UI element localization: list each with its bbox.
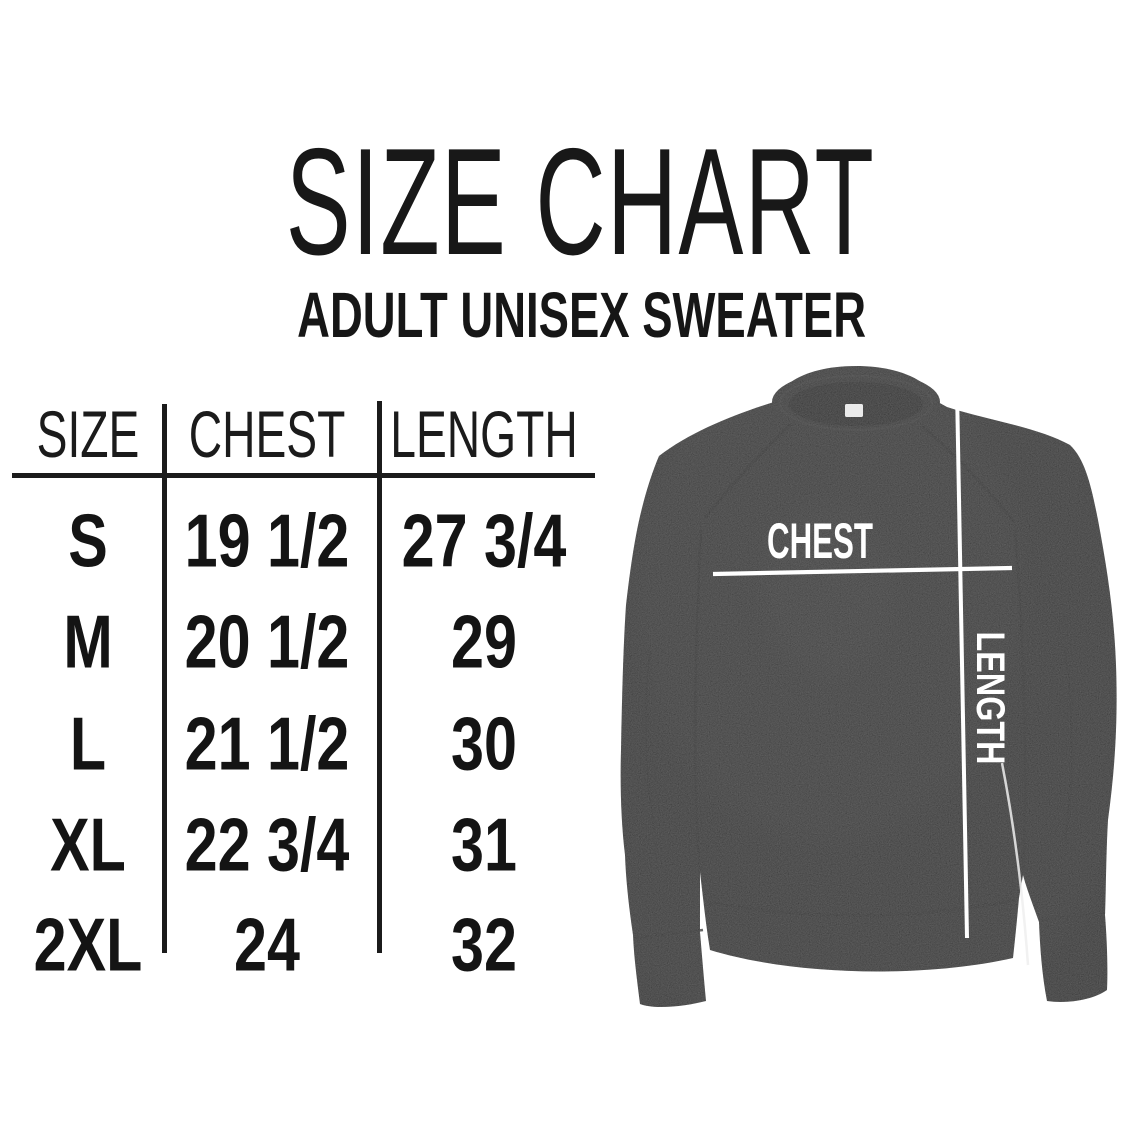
size-cell: M	[63, 599, 113, 684]
table-divider-horizontal	[12, 473, 595, 478]
size-cell: S	[68, 498, 108, 583]
length-cell: 32	[451, 902, 517, 987]
chest-label: CHEST	[767, 513, 873, 569]
length-cell: 27 3/4	[401, 498, 567, 583]
sleeve-seam-left	[693, 529, 703, 871]
sweater-silhouette	[620, 366, 1117, 1008]
sleeve-seam-right	[1013, 529, 1027, 871]
page-subtitle: ADULT UNISEX SWEATER	[297, 279, 867, 351]
sweater-garment	[620, 366, 1117, 1008]
chest-cell: 24	[234, 902, 300, 987]
table-divider-vertical-2	[377, 401, 382, 953]
sweater-photo: CHEST LENGTH	[620, 366, 1117, 1008]
table-header-size: SIZE	[36, 397, 140, 471]
size-cell: XL	[50, 802, 126, 887]
sleeve-fold-left	[644, 649, 656, 831]
cuff-seam-left	[634, 928, 704, 940]
length-cell: 29	[451, 599, 517, 684]
table-header-chest: CHEST	[188, 397, 346, 471]
neck-tag	[845, 404, 863, 417]
hem-seam	[706, 898, 1016, 917]
table-header-length: LENGTH	[390, 397, 578, 471]
length-label: LENGTH	[968, 632, 1012, 765]
length-measure-line	[955, 388, 969, 939]
raglan-seam-right	[921, 424, 1016, 523]
page-title-row: SIZE CHART	[0, 126, 1140, 278]
page-subtitle-row: ADULT UNISEX SWEATER	[0, 283, 1140, 347]
chest-cell: 22 3/4	[184, 802, 350, 887]
sleeve-fold-right	[1064, 649, 1073, 843]
cuff-seam-right	[1040, 910, 1106, 922]
body-sleeve-highlight	[1000, 762, 1030, 966]
page-title: SIZE CHART	[285, 117, 875, 287]
length-cell: 30	[451, 701, 517, 786]
size-cell: L	[69, 701, 107, 786]
chest-cell: 21 1/2	[184, 701, 350, 786]
size-cell: 2XL	[33, 902, 143, 987]
chest-cell: 19 1/2	[184, 498, 350, 583]
chest-cell: 20 1/2	[184, 599, 350, 684]
collar-seam	[779, 375, 933, 431]
length-cell: 31	[451, 802, 517, 887]
raglan-seam-left	[703, 422, 793, 519]
table-divider-vertical-1	[162, 404, 167, 953]
